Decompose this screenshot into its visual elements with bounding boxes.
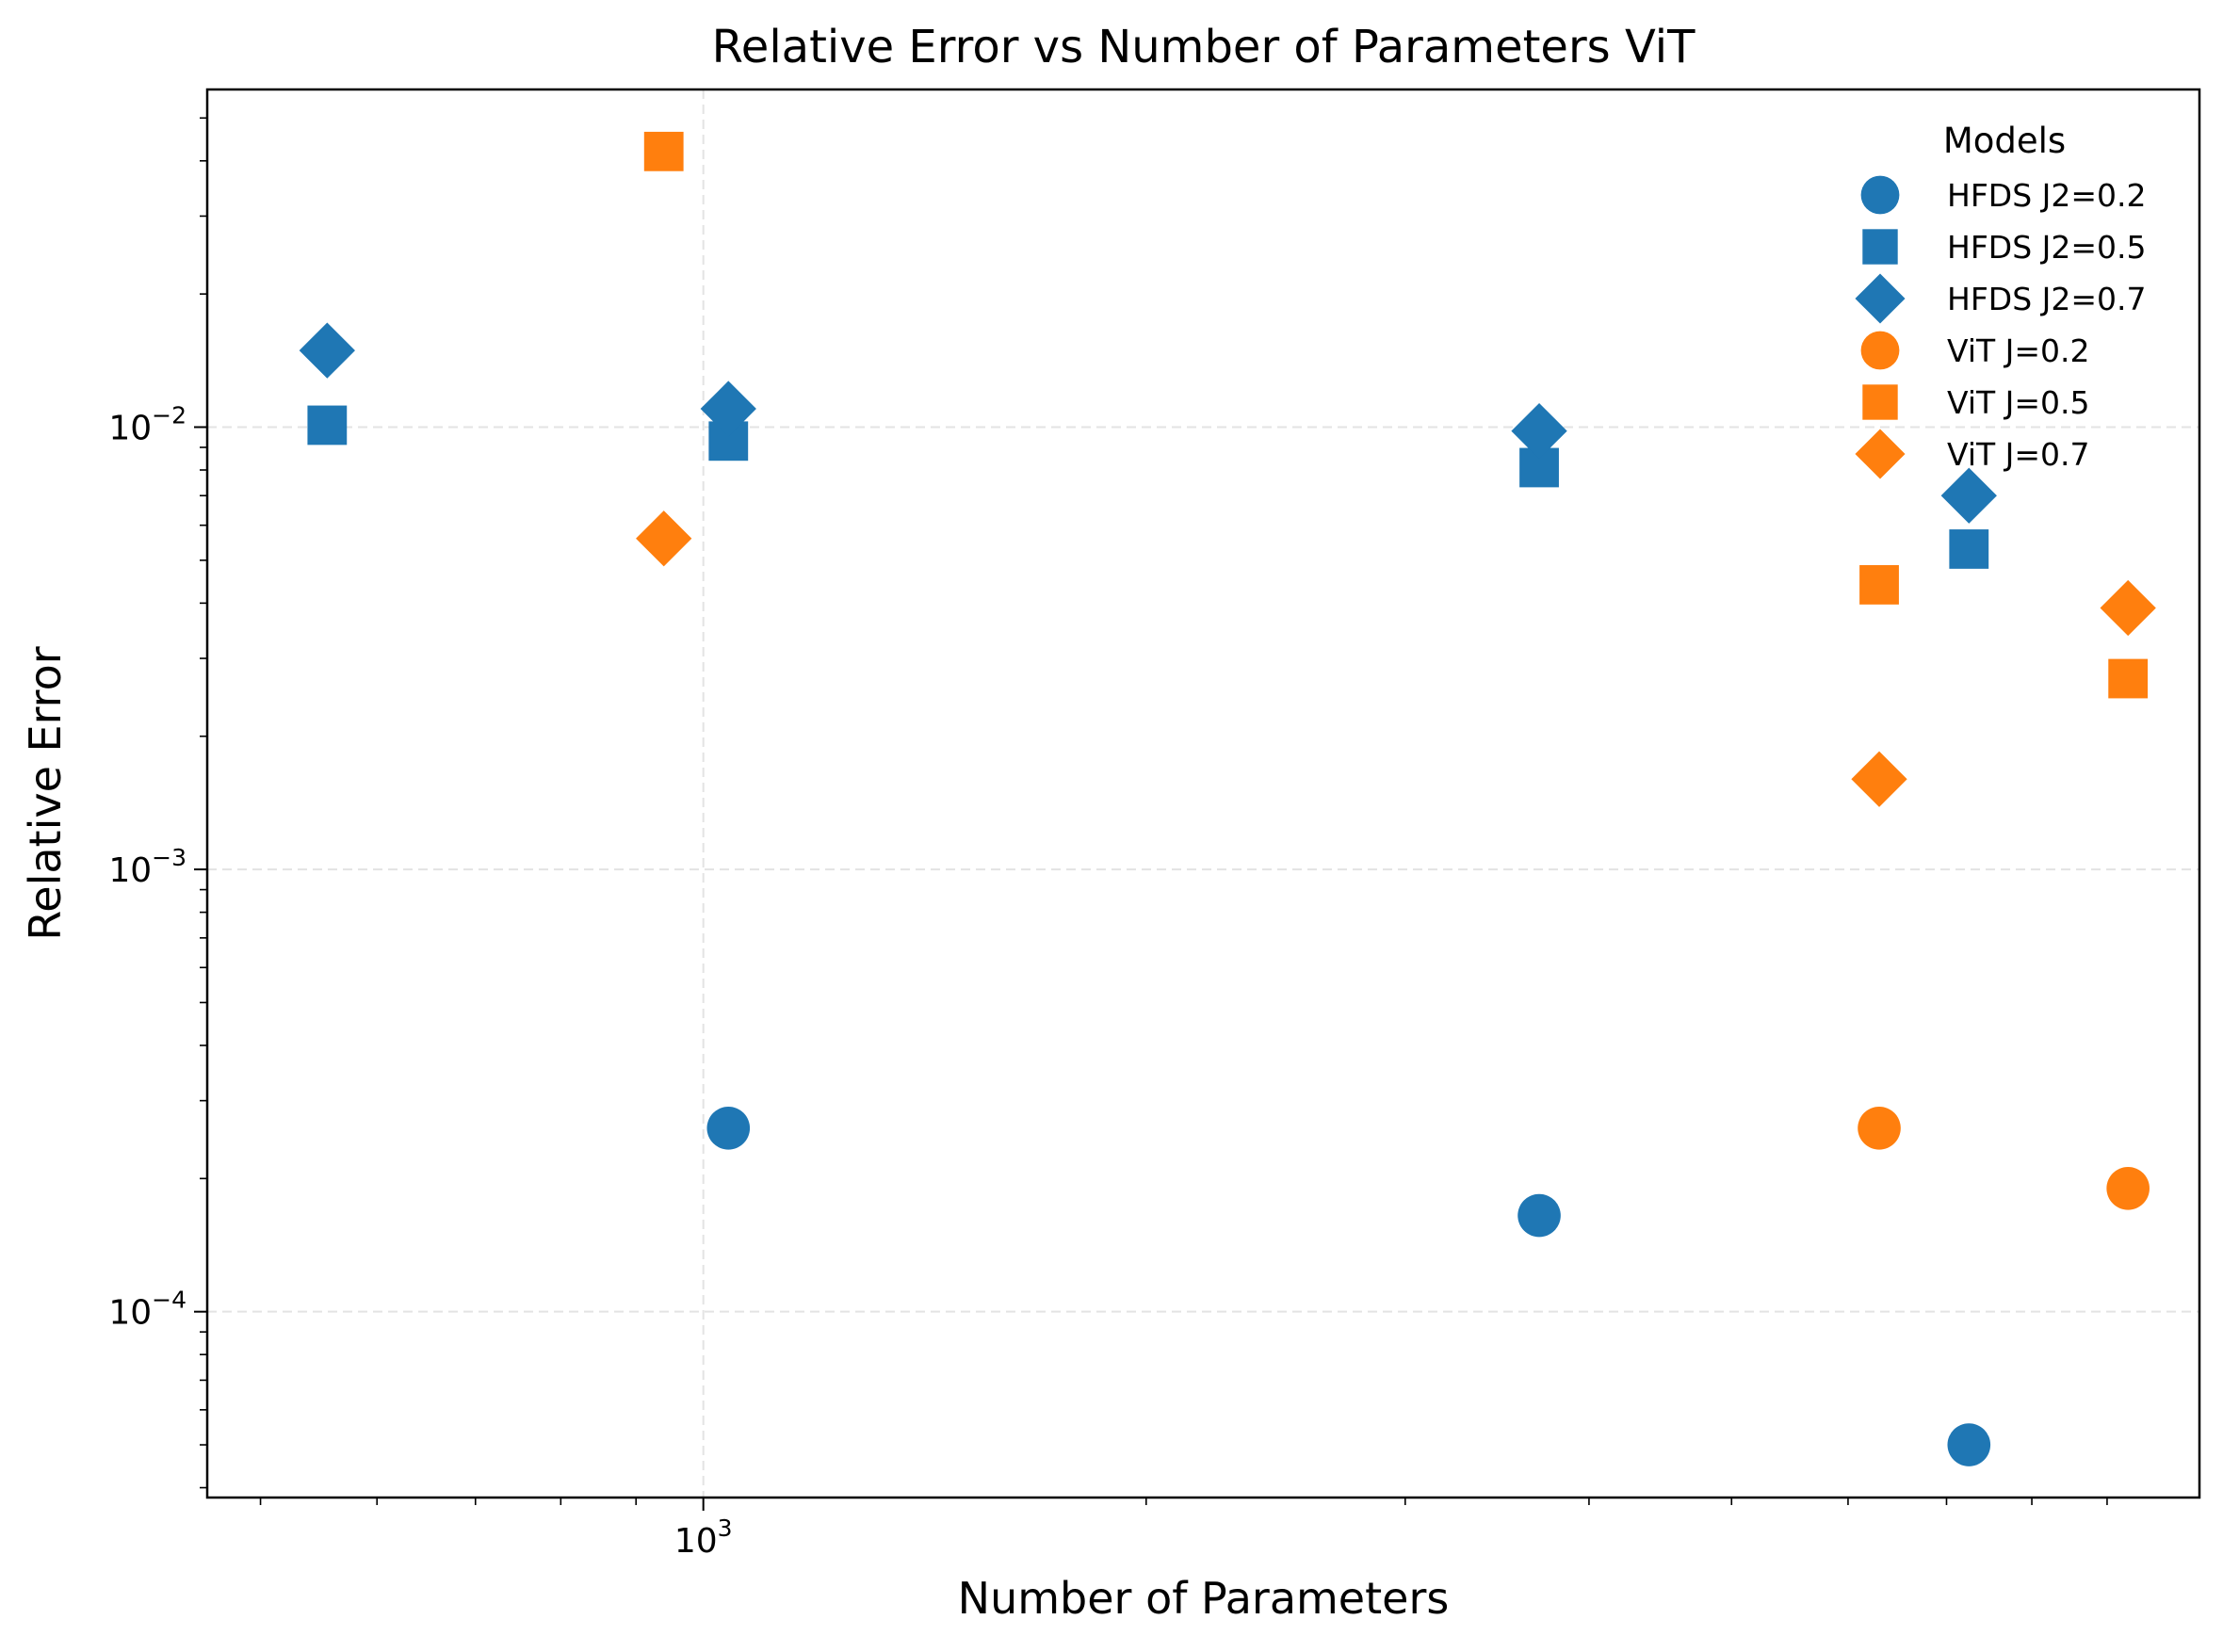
data-point-diamond xyxy=(700,381,756,437)
data-point-diamond xyxy=(1851,751,1907,807)
legend-title: Models xyxy=(1943,121,2066,161)
data-point-circle xyxy=(1517,1193,1561,1238)
legend-label: HFDS J2=0.2 xyxy=(1947,177,2147,214)
data-point-square xyxy=(2108,658,2149,699)
data-point-square xyxy=(643,131,684,171)
chart-title: Relative Error vs Number of Parameters V… xyxy=(712,21,1696,73)
y-axis-label: Relative Error xyxy=(20,646,71,940)
legend-marker-square xyxy=(1862,384,1898,420)
legend-marker-square xyxy=(1862,229,1898,265)
data-point-circle xyxy=(706,1107,751,1150)
data-points xyxy=(299,131,2156,1466)
data-point-diamond xyxy=(1511,402,1567,460)
x-tick-label: 103 xyxy=(674,1514,733,1561)
data-point-circle xyxy=(1947,1423,1991,1466)
x-axis-label: Number of Parameters xyxy=(958,1573,1450,1624)
plot-area-frame xyxy=(205,88,2201,1499)
grid-lines xyxy=(207,89,2199,1498)
y-tick-label: 10−2 xyxy=(108,401,187,447)
legend-label: ViT J=0.2 xyxy=(1947,332,2090,369)
data-point-diamond xyxy=(299,322,355,379)
data-point-diamond xyxy=(1940,467,1997,524)
legend-label: HFDS J2=0.7 xyxy=(1947,281,2147,317)
legend-label: HFDS J2=0.5 xyxy=(1947,229,2147,266)
y-tick-label: 10−3 xyxy=(108,844,187,890)
data-point-circle xyxy=(2106,1166,2150,1210)
y-tick-label: 10−4 xyxy=(108,1287,187,1333)
legend-marker-diamond xyxy=(1855,429,1906,479)
data-point-circle xyxy=(1858,1107,1901,1150)
axis-ticks: 10−4 10−3 10−2 103 xyxy=(108,117,2108,1561)
legend-marker-diamond xyxy=(1855,273,1906,324)
data-point-diamond xyxy=(2100,579,2156,637)
data-point-square xyxy=(307,405,348,445)
legend-marker-circle xyxy=(1860,175,1900,215)
data-point-square xyxy=(1859,565,1899,605)
legend: Models HFDS J2=0.2 HFDS J2=0.5 HFDS J2=0.7… xyxy=(1855,121,2147,479)
legend-marker-circle xyxy=(1860,331,1900,370)
data-point-square xyxy=(1949,529,1989,569)
legend-label: ViT J=0.7 xyxy=(1947,436,2090,473)
data-point-diamond xyxy=(636,510,692,567)
legend-label: ViT J=0.5 xyxy=(1947,384,2090,421)
